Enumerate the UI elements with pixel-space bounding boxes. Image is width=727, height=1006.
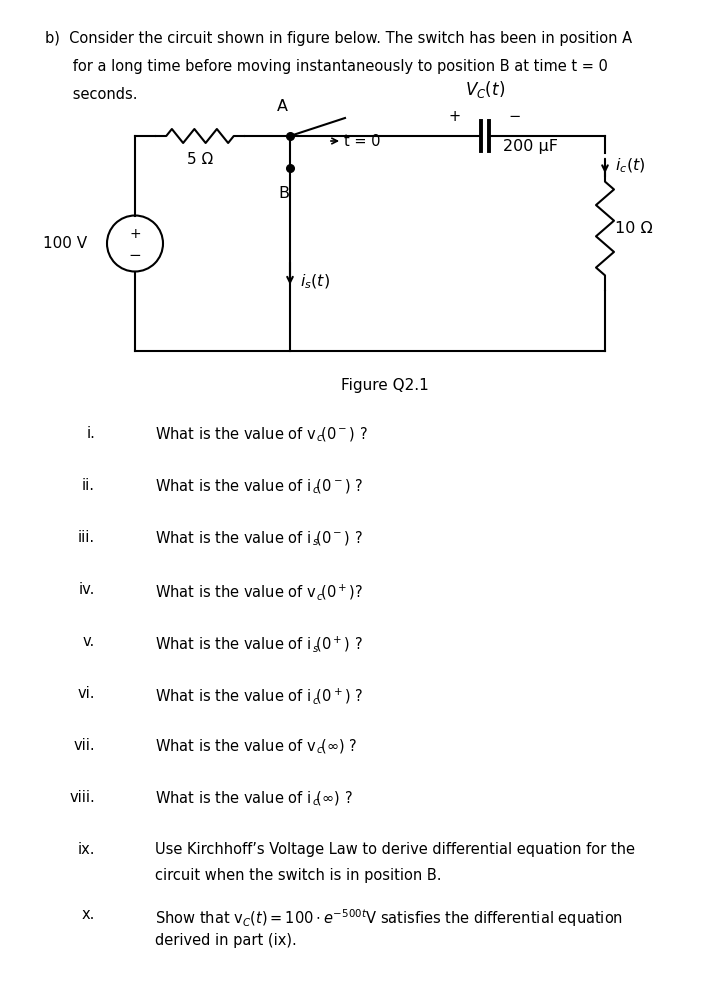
Text: iii.: iii. (78, 530, 95, 545)
Text: 10 Ω: 10 Ω (615, 221, 653, 236)
Text: v.: v. (83, 634, 95, 649)
Text: $\mathit{i}_s(t)$: $\mathit{i}_s(t)$ (300, 273, 330, 291)
Text: What is the value of $\mathrm{v}_{\,c}\!\left(0^-\right)$ ?: What is the value of $\mathrm{v}_{\,c}\!… (155, 426, 368, 445)
Text: t = 0: t = 0 (344, 134, 380, 149)
Text: x.: x. (81, 907, 95, 923)
Text: A: A (276, 99, 287, 114)
Text: What is the value of $\mathrm{i}_{\,c}\!\left(0^+\right)$ ?: What is the value of $\mathrm{i}_{\,c}\!… (155, 686, 364, 705)
Text: −: − (129, 248, 141, 263)
Text: What is the value of $\mathrm{i}_{\,c}\!\left(\infty\right)$ ?: What is the value of $\mathrm{i}_{\,c}\!… (155, 790, 353, 809)
Text: vii.: vii. (73, 738, 95, 753)
Text: Use Kirchhoff’s Voltage Law to derive differential equation for the: Use Kirchhoff’s Voltage Law to derive di… (155, 842, 635, 857)
Text: What is the value of $\mathrm{v}_{\,c}\!\left(\infty\right)$ ?: What is the value of $\mathrm{v}_{\,c}\!… (155, 738, 358, 757)
Text: +: + (449, 109, 461, 124)
Text: vi.: vi. (78, 686, 95, 701)
Text: B: B (278, 186, 289, 201)
Text: +: + (129, 226, 141, 240)
Text: derived in part (ix).: derived in part (ix). (155, 933, 297, 948)
Text: b)  Consider the circuit shown in figure below. The switch has been in position : b) Consider the circuit shown in figure … (45, 31, 632, 46)
Text: What is the value of $\mathrm{v}_{\,c}\!\left(0^+\right)$?: What is the value of $\mathrm{v}_{\,c}\!… (155, 582, 363, 602)
Text: seconds.: seconds. (45, 87, 137, 102)
Text: i.: i. (86, 426, 95, 441)
Text: viii.: viii. (69, 790, 95, 805)
Text: Figure Q2.1: Figure Q2.1 (341, 378, 429, 393)
Text: What is the value of $\mathrm{i}_{\,s}\!\left(0^+\right)$ ?: What is the value of $\mathrm{i}_{\,s}\!… (155, 634, 363, 654)
Text: 200 μF: 200 μF (503, 139, 558, 154)
Text: $\mathit{i}_c(t)$: $\mathit{i}_c(t)$ (615, 157, 646, 175)
Text: $\mathit{V}_C(t)$: $\mathit{V}_C(t)$ (465, 79, 505, 100)
Text: ii.: ii. (82, 478, 95, 493)
Text: Show that $\mathrm{v}_C(t) = 100\cdot e^{-500t}\mathrm{V}$ satisfies the differe: Show that $\mathrm{v}_C(t) = 100\cdot e^… (155, 907, 623, 929)
Text: 5 Ω: 5 Ω (187, 152, 213, 167)
Text: ix.: ix. (78, 842, 95, 857)
Text: What is the value of $\mathrm{i}_{\,c}\!\left(0^-\right)$ ?: What is the value of $\mathrm{i}_{\,c}\!… (155, 478, 364, 496)
Text: What is the value of $\mathrm{i}_{\,s}\!\left(0^-\right)$ ?: What is the value of $\mathrm{i}_{\,s}\!… (155, 530, 363, 548)
Text: iv.: iv. (79, 582, 95, 597)
Text: 100 V: 100 V (43, 236, 87, 252)
Text: −: − (509, 109, 521, 124)
Text: circuit when the switch is in position B.: circuit when the switch is in position B… (155, 868, 441, 883)
Text: for a long time before moving instantaneously to position B at time t = 0: for a long time before moving instantane… (45, 59, 608, 74)
